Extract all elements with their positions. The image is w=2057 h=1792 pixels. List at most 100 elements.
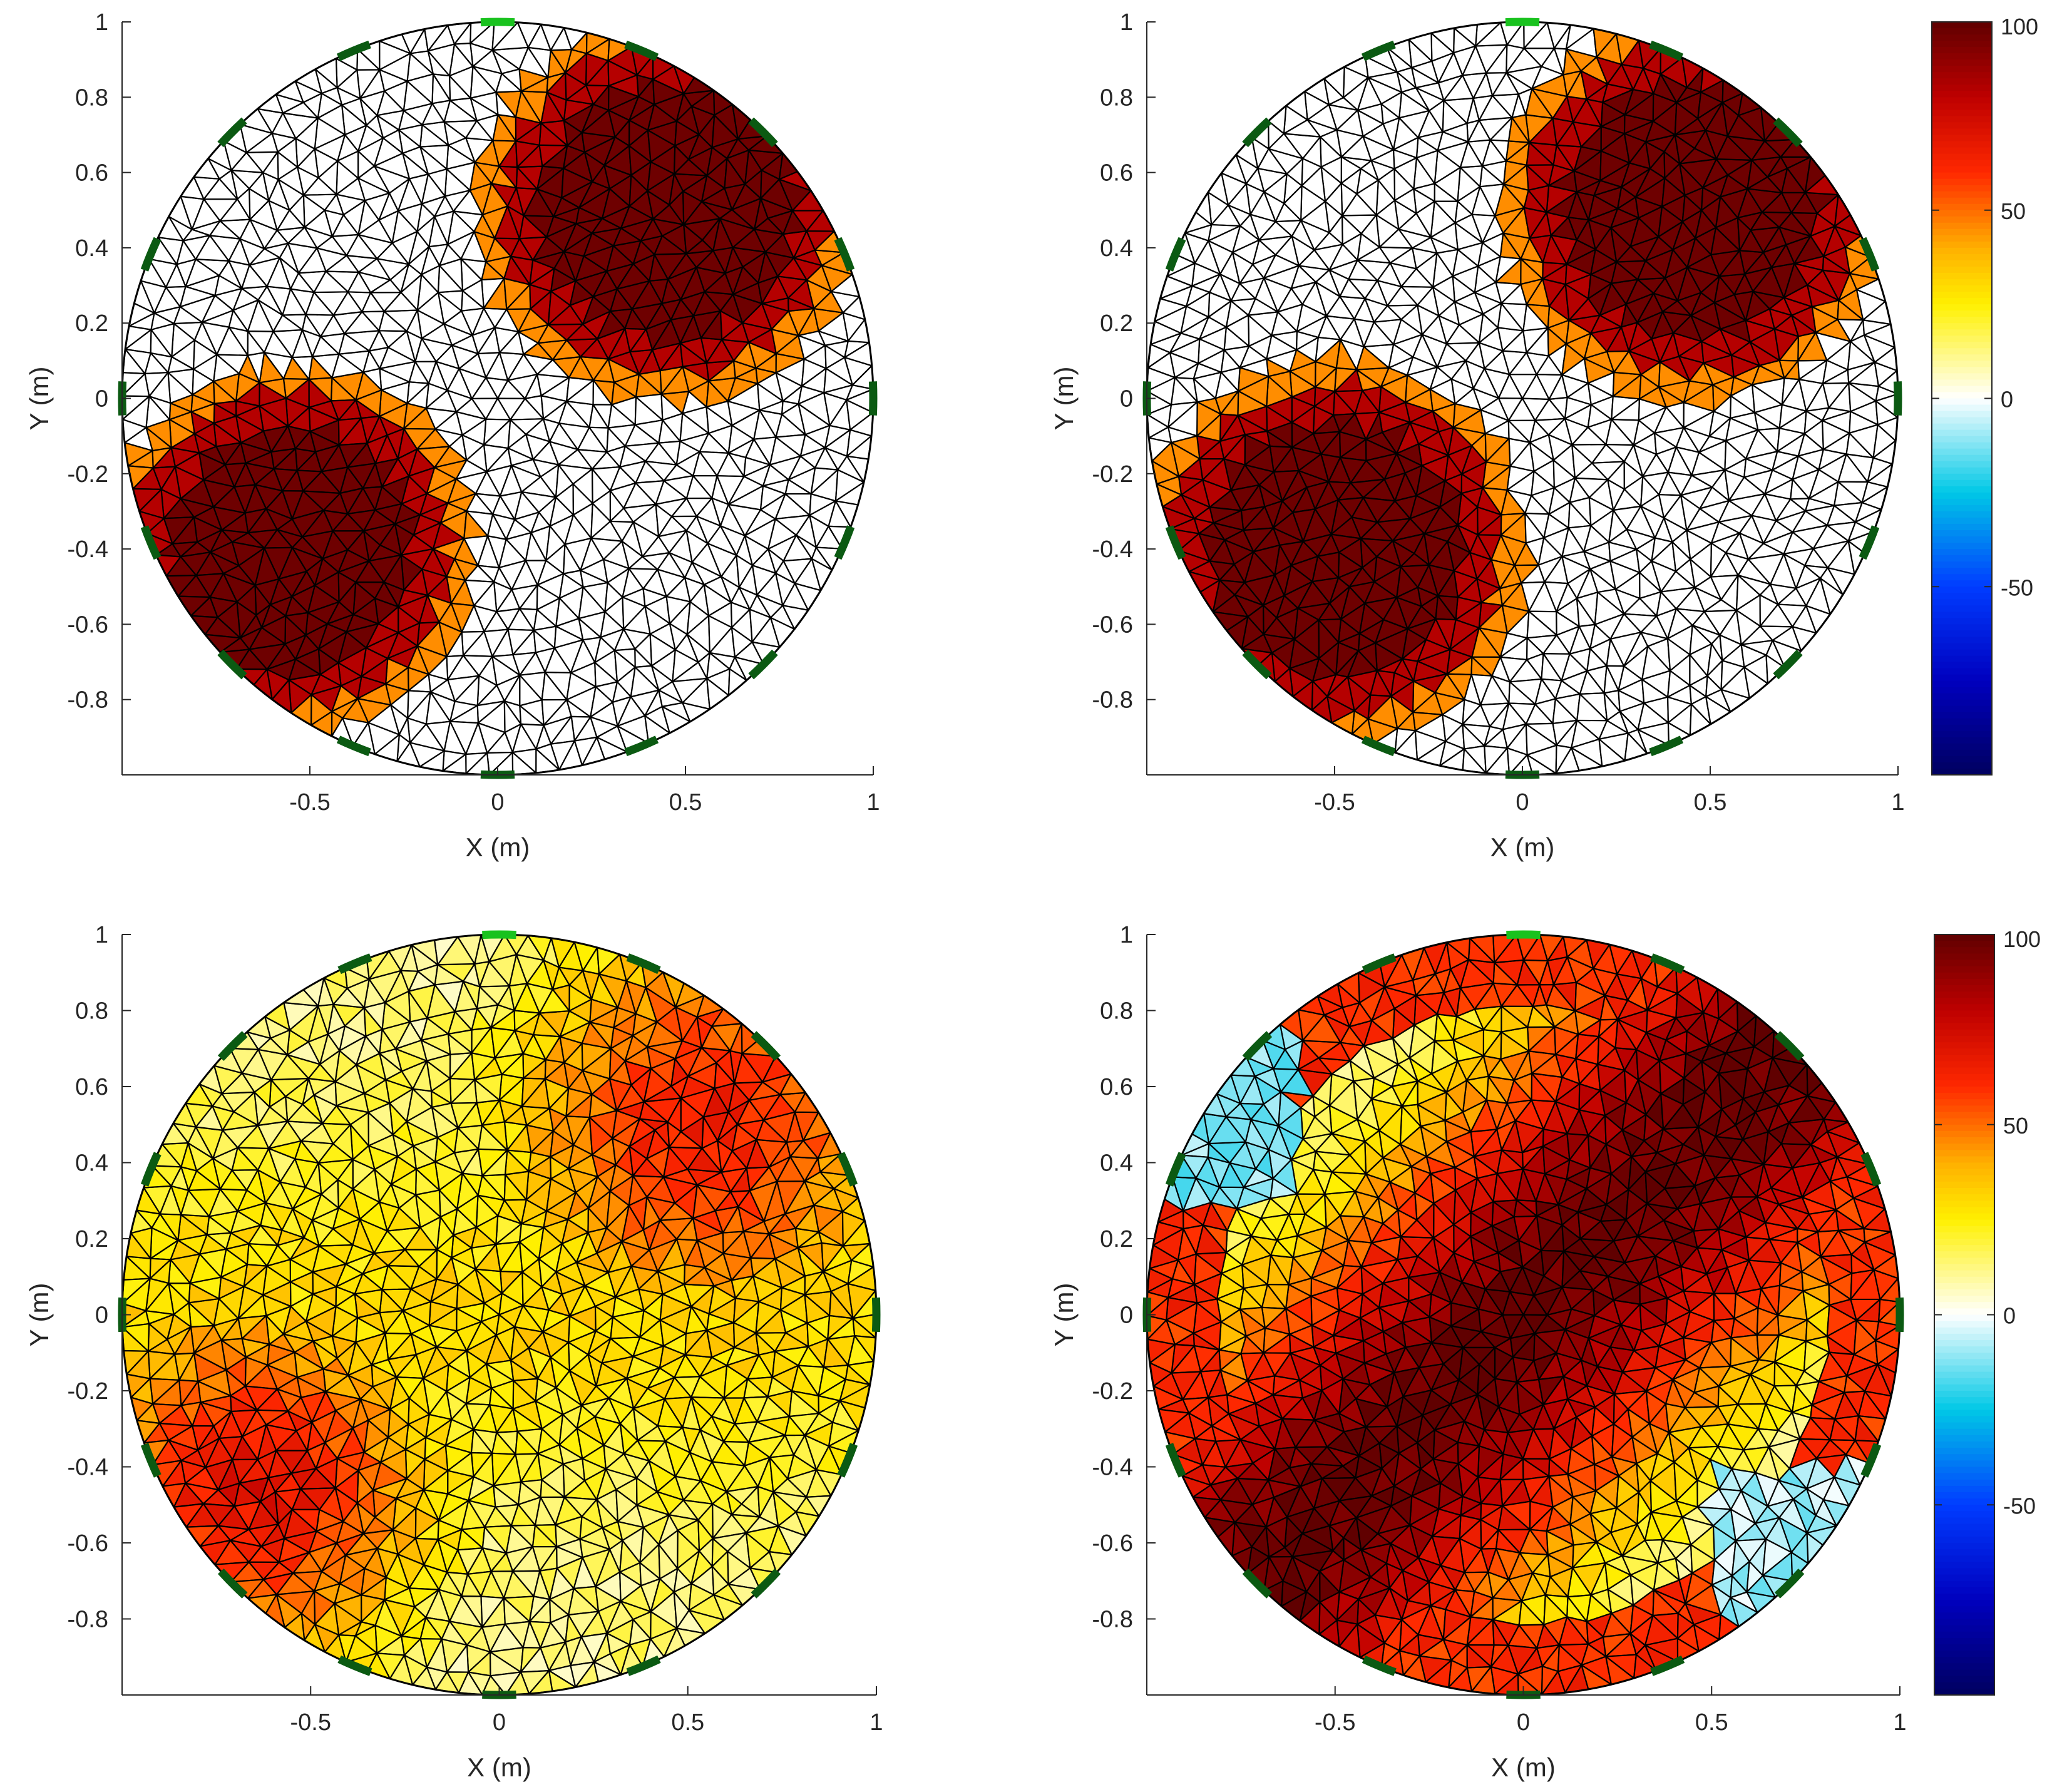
x-tick-label: -0.5 — [289, 789, 330, 816]
fem-mesh — [121, 21, 874, 776]
colorbar-swatch — [1932, 668, 1992, 675]
y-axis-label: Y (m) — [1049, 367, 1079, 431]
y-tick-label: 0.6 — [75, 160, 108, 187]
y-tick-label: 0.8 — [75, 84, 108, 111]
colorbar-swatch — [1932, 467, 1992, 474]
colorbar-swatch — [1932, 662, 1992, 669]
colorbar-swatch — [1932, 53, 1992, 61]
colorbar-swatch — [1932, 298, 1992, 305]
colorbar-swatch — [1932, 624, 1992, 632]
colorbar-swatch — [1932, 172, 1992, 180]
colorbar-swatch — [1932, 605, 1992, 613]
colorbar-swatch — [1932, 724, 1992, 732]
y-tick-label: -0.8 — [68, 687, 108, 714]
colorbar-swatch — [1932, 705, 1992, 713]
x-tick-label: 0 — [491, 789, 504, 816]
colorbar-swatch — [1932, 235, 1992, 242]
colorbar-swatch — [1932, 618, 1992, 625]
x-tick-label: 0 — [1516, 789, 1529, 816]
colorbar-swatch — [1932, 335, 1992, 343]
colorbar-swatch — [1932, 524, 1992, 531]
colorbar-swatch — [1932, 599, 1992, 607]
y-tick-label: 1 — [1120, 9, 1133, 36]
colorbar-swatch — [1932, 612, 1992, 619]
colorbar-swatch — [1932, 160, 1992, 167]
colorbar-swatch — [1932, 323, 1992, 330]
colorbar-swatch — [1932, 568, 1992, 575]
x-tick-label: -0.5 — [1314, 789, 1355, 816]
x-tick-label: 0.5 — [669, 789, 702, 816]
colorbar-swatch — [1932, 762, 1992, 769]
colorbar-swatch — [1932, 97, 1992, 105]
colorbar-swatch — [1932, 486, 1992, 493]
colorbar-swatch — [1932, 329, 1992, 337]
colorbar-swatch — [1932, 411, 1992, 418]
colorbar-swatch — [1932, 103, 1992, 111]
colorbar-swatch — [1932, 128, 1992, 136]
x-tick-label: 1 — [866, 789, 880, 816]
colorbar-swatch — [1932, 398, 1992, 406]
colorbar-swatch — [1932, 260, 1992, 267]
colorbar-swatch — [1932, 479, 1992, 487]
plot-panel-top-right: -0.5 0 0.5 1-0.8-0.6-0.4-0.200.20.40.60.81X… — [1049, 9, 1905, 862]
colorbar-swatch — [1932, 317, 1992, 324]
x-axis-label: X (m) — [1490, 832, 1555, 862]
colorbar-swatch — [1932, 517, 1992, 525]
colorbar-swatch — [1932, 253, 1992, 261]
y-tick-label: -0.2 — [68, 461, 108, 488]
colorbar-swatch — [1932, 216, 1992, 223]
plot-panel-bottom-left: -0.5 0 0.5 1-0.8-0.6-0.4-0.200.20.40.60.81X… — [24, 922, 883, 1782]
colorbar-swatch — [1932, 693, 1992, 700]
colorbar-swatch — [1932, 649, 1992, 657]
colorbar-swatch — [1932, 549, 1992, 556]
colorbar-swatch — [1932, 210, 1992, 217]
colorbar-tick-label: 0 — [2001, 387, 2013, 412]
colorbar-tick-label: 100 — [2001, 14, 2038, 39]
colorbar-swatch — [1932, 178, 1992, 186]
colorbar-swatch — [1932, 712, 1992, 719]
y-axis-label: Y (m) — [24, 367, 54, 431]
colorbar-swatch — [1932, 699, 1992, 707]
y-tick-label: -0.2 — [1092, 461, 1133, 488]
colorbar-swatch — [1932, 72, 1992, 79]
colorbar-swatch — [1932, 153, 1992, 161]
x-tick-label: 1 — [1891, 789, 1904, 816]
colorbar-swatch — [1932, 116, 1992, 123]
colorbar-swatch — [1932, 436, 1992, 443]
y-tick-label: -0.8 — [1092, 687, 1133, 714]
y-tick-label: -0.6 — [1092, 612, 1133, 638]
colorbar-swatch — [1932, 555, 1992, 563]
colorbar-tick-label: 50 — [2001, 198, 2026, 224]
y-tick-label: 1 — [95, 9, 108, 36]
y-tick-label: 0.6 — [1100, 160, 1133, 187]
electrode-1 — [1505, 18, 1540, 27]
colorbar-swatch — [1932, 292, 1992, 299]
colorbar-swatch — [1932, 655, 1992, 663]
colorbar-swatch — [1932, 273, 1992, 280]
y-tick-label: -0.4 — [1092, 536, 1133, 563]
colorbar-swatch — [1932, 191, 1992, 198]
colorbar-swatch — [1932, 530, 1992, 538]
colorbar-swatch — [1932, 222, 1992, 230]
y-tick-label: 0.8 — [1100, 84, 1133, 111]
colorbar-swatch — [1932, 730, 1992, 738]
colorbar-swatch — [1932, 674, 1992, 682]
colorbar-swatch — [1932, 310, 1992, 318]
colorbar-swatch — [1932, 718, 1992, 725]
electrode-1 — [480, 18, 515, 27]
colorbar-swatch — [1932, 593, 1992, 600]
colorbar-swatch — [1932, 110, 1992, 117]
y-tick-label: 0 — [95, 386, 108, 412]
y-tick-label: -0.6 — [68, 612, 108, 638]
colorbar-swatch — [1932, 417, 1992, 424]
y-tick-label: 0.4 — [1100, 235, 1133, 262]
colorbar-swatch — [1932, 574, 1992, 581]
colorbar-swatch — [1932, 185, 1992, 192]
colorbar-swatch — [1932, 348, 1992, 356]
colorbar-swatch — [1932, 680, 1992, 688]
colorbar-swatch — [1932, 228, 1992, 236]
y-tick-label: -0.4 — [68, 536, 108, 563]
colorbar-swatch — [1932, 78, 1992, 86]
